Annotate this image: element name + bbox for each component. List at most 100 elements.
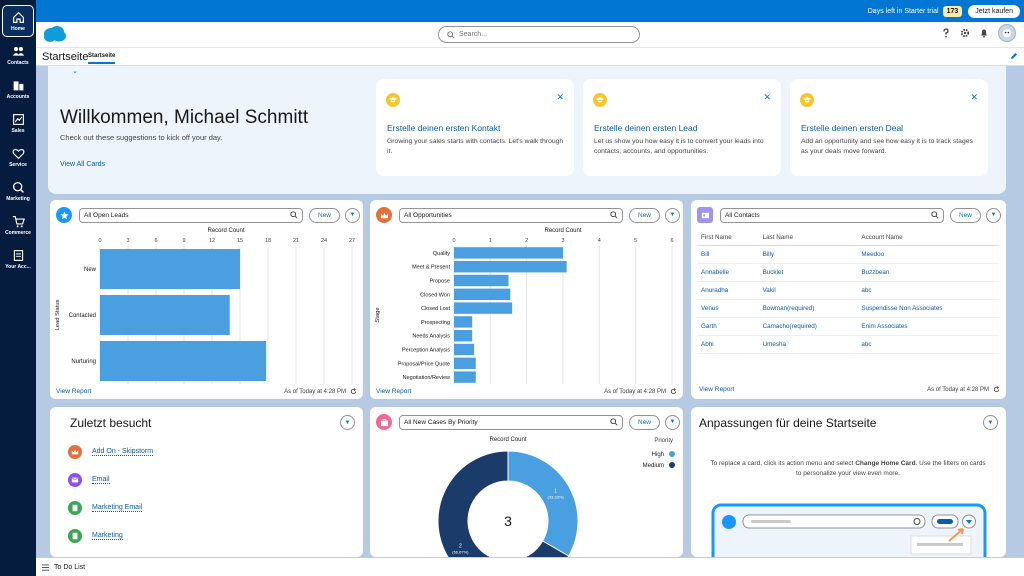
- rail-item-home[interactable]: Home: [2, 5, 34, 37]
- refresh-icon[interactable]: [670, 388, 677, 395]
- chevron-down-icon[interactable]: ▼: [983, 415, 998, 430]
- opps-listview-select[interactable]: All Opportunities: [399, 207, 623, 223]
- tick-label: 3: [126, 238, 129, 244]
- gear-icon[interactable]: [960, 28, 970, 38]
- category-label: Proposal/Price Quote: [398, 361, 450, 367]
- cell-link[interactable]: Camacho(required): [758, 317, 858, 336]
- column-header[interactable]: Last Name: [758, 230, 858, 246]
- chevron-down-icon[interactable]: ▼: [986, 207, 1002, 223]
- table-row: Abhi Umesha abc: [697, 335, 999, 354]
- cell-link[interactable]: Bowman(required): [758, 299, 858, 318]
- as-of-text: As of Today at 4:28 PM: [927, 386, 989, 393]
- home-icon: [12, 11, 24, 23]
- buy-now-button[interactable]: Jetzt kaufen: [968, 4, 1020, 18]
- rail-item-your-account[interactable]: Your Acc...: [2, 243, 34, 275]
- cell-link[interactable]: Bill: [697, 245, 759, 264]
- recently-visited-card: Zuletzt besucht ▼ Add On - Skipstorm Ema…: [50, 407, 363, 557]
- close-icon[interactable]: ✕: [763, 92, 771, 102]
- bell-icon[interactable]: [979, 28, 989, 38]
- rail-item-sales[interactable]: Sales: [2, 107, 34, 139]
- edit-pencil-icon[interactable]: [1010, 52, 1018, 60]
- cell-link[interactable]: Anuradha: [697, 281, 759, 300]
- contacts-listview-select[interactable]: All Contacts: [720, 207, 944, 223]
- new-lead-button[interactable]: New: [309, 207, 341, 223]
- cell-link[interactable]: abc: [857, 281, 999, 300]
- rail-item-service[interactable]: Service: [2, 141, 34, 173]
- suggestion-card-lead[interactable]: ✕ Erstelle deinen ersten Lead Let us sho…: [583, 79, 781, 176]
- category-label: Meet & Present: [412, 265, 450, 271]
- cell-link[interactable]: Meedoo: [857, 245, 999, 264]
- cases-listview-select[interactable]: All New Cases By Priority: [399, 414, 623, 430]
- card-toolbar: All Open Leads New ▼: [56, 207, 361, 223]
- view-report-link[interactable]: View Report: [376, 388, 412, 395]
- rail-item-contacts[interactable]: Contacts: [2, 39, 34, 71]
- recent-item[interactable]: Marketing Email: [68, 501, 143, 515]
- chevron-down-icon[interactable]: ▼: [665, 414, 681, 430]
- view-all-cards-link[interactable]: View All Cards: [60, 161, 106, 168]
- recent-item[interactable]: Add On - Skipstorm: [68, 445, 154, 459]
- recent-item[interactable]: Marketing: [68, 529, 123, 543]
- todo-list-bar[interactable]: To Do List: [36, 557, 1024, 576]
- collapse-chevron-icon[interactable]: ⌄: [72, 68, 78, 75]
- tick-label: 1: [489, 238, 492, 244]
- tick-label: 24: [321, 238, 327, 244]
- trial-bar: Days left in Starter trial 173 Jetzt kau…: [36, 0, 1024, 22]
- cell-link[interactable]: Suspendisse Non Associates: [857, 299, 999, 318]
- close-icon[interactable]: ✕: [970, 92, 978, 102]
- rail-item-marketing[interactable]: Marketing: [2, 175, 34, 207]
- cell-link[interactable]: Venus: [697, 299, 759, 318]
- global-search-input[interactable]: Search...: [438, 26, 640, 43]
- bar: [454, 357, 476, 369]
- suggestion-card-contact[interactable]: ✕ Erstelle deinen ersten Kontakt Growing…: [376, 79, 574, 176]
- column-header[interactable]: First Name: [697, 230, 759, 246]
- cell-link[interactable]: Abhi: [697, 335, 759, 354]
- refresh-icon[interactable]: [993, 386, 1000, 393]
- user-avatar[interactable]: [998, 24, 1016, 42]
- view-report-link[interactable]: View Report: [699, 386, 735, 393]
- cell-link[interactable]: Garth: [697, 317, 759, 336]
- recent-item[interactable]: Email: [68, 473, 110, 487]
- rail-label: Sales: [11, 127, 25, 134]
- as-of-timestamp: As of Today at 4:28 PM: [284, 388, 357, 395]
- chevron-down-icon[interactable]: ▼: [340, 415, 355, 430]
- category-label: Contacted: [69, 313, 96, 319]
- column-header[interactable]: Account Name: [857, 230, 999, 246]
- category-label: Prospecting: [421, 320, 450, 326]
- close-icon[interactable]: ✕: [556, 92, 564, 102]
- cell-link[interactable]: Vakil: [758, 281, 858, 300]
- app-name: Startseite: [42, 51, 89, 63]
- suggestion-card-deal[interactable]: ✕ Erstelle deinen ersten Deal Add an opp…: [790, 79, 988, 176]
- view-report-link[interactable]: View Report: [56, 388, 92, 395]
- cell-link[interactable]: abc: [857, 335, 999, 354]
- case-briefcase-icon: [376, 414, 392, 430]
- star-icon: [56, 207, 72, 223]
- refresh-icon[interactable]: [350, 388, 357, 395]
- cell-link[interactable]: Bucklet: [758, 263, 858, 282]
- help-icon[interactable]: [941, 28, 951, 38]
- suggestion-desc: Add an opportunity and see how easy it i…: [801, 138, 973, 155]
- rail-label: Home: [11, 25, 25, 32]
- cell-link[interactable]: Umesha: [758, 335, 858, 354]
- tab-startseite[interactable]: Startseite: [88, 53, 116, 64]
- global-header: Search...: [36, 22, 1024, 48]
- rail-item-commerce[interactable]: Commerce: [2, 209, 34, 241]
- cell-link[interactable]: Buzzbean: [857, 263, 999, 282]
- new-case-button[interactable]: New: [629, 414, 661, 430]
- tick-label: 15: [237, 238, 243, 244]
- salesforce-cloud-logo[interactable]: [42, 25, 68, 43]
- chevron-down-icon[interactable]: ▼: [345, 207, 361, 223]
- rail-item-accounts[interactable]: Accounts: [2, 73, 34, 105]
- chevron-down-icon[interactable]: ▼: [665, 207, 681, 223]
- cell-link[interactable]: Enim Associates: [857, 317, 999, 336]
- mortarboard-icon: [800, 93, 814, 107]
- new-opportunity-button[interactable]: New: [629, 207, 661, 223]
- cell-link[interactable]: Billy: [758, 245, 858, 264]
- listview-label: All Opportunities: [404, 211, 452, 219]
- account-icon: [13, 249, 23, 261]
- slice-value-label: 1: [554, 489, 557, 495]
- listview-label: All Contacts: [725, 211, 760, 219]
- new-contact-button[interactable]: New: [950, 207, 982, 223]
- leads-listview-select[interactable]: All Open Leads: [79, 207, 303, 223]
- cell-link[interactable]: Annabelle: [697, 263, 759, 282]
- contact-card-icon: [697, 207, 713, 223]
